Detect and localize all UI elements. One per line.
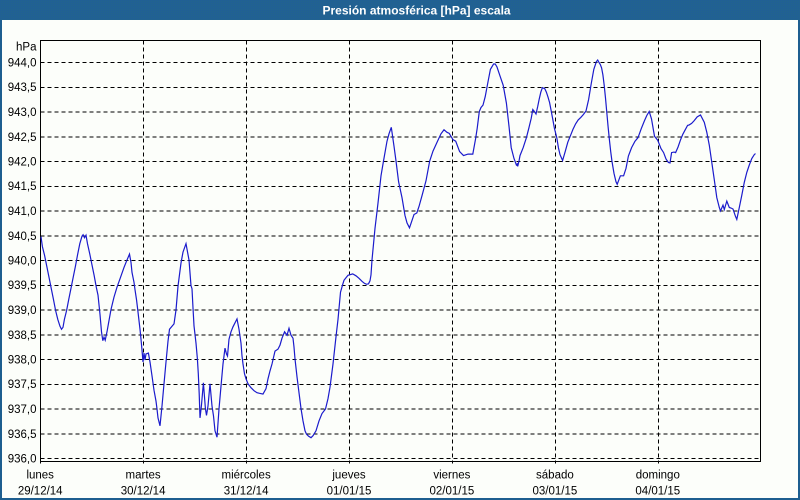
svg-text:jueves: jueves (331, 470, 365, 482)
svg-text:938,0: 938,0 (8, 355, 37, 367)
svg-text:02/01/15: 02/01/15 (430, 486, 475, 498)
svg-text:30/12/14: 30/12/14 (121, 486, 166, 498)
svg-text:941,0: 941,0 (8, 206, 37, 218)
svg-text:942,5: 942,5 (8, 132, 37, 144)
svg-text:944,0: 944,0 (8, 58, 37, 70)
svg-text:937,0: 937,0 (8, 404, 37, 416)
svg-text:miércoles: miércoles (221, 470, 270, 482)
svg-text:941,5: 941,5 (8, 181, 37, 193)
svg-text:sábado: sábado (536, 470, 574, 482)
svg-text:942,0: 942,0 (8, 157, 37, 169)
svg-text:hPa: hPa (16, 42, 37, 54)
svg-text:943,5: 943,5 (8, 82, 37, 94)
svg-text:03/01/15: 03/01/15 (533, 486, 578, 498)
svg-text:939,0: 939,0 (8, 305, 37, 317)
svg-text:936,5: 936,5 (8, 429, 37, 441)
svg-text:939,5: 939,5 (8, 280, 37, 292)
svg-text:04/01/15: 04/01/15 (635, 486, 680, 498)
svg-text:Presión atmosférica [hPa] esca: Presión atmosférica [hPa] escala (323, 4, 511, 18)
svg-text:937,5: 937,5 (8, 379, 37, 391)
svg-text:martes: martes (126, 470, 161, 482)
svg-text:943,0: 943,0 (8, 107, 37, 119)
svg-text:31/12/14: 31/12/14 (224, 486, 269, 498)
svg-text:29/12/14: 29/12/14 (18, 486, 63, 498)
svg-text:lunes: lunes (26, 470, 54, 482)
svg-text:viernes: viernes (433, 470, 470, 482)
svg-text:01/01/15: 01/01/15 (327, 486, 372, 498)
svg-text:940,0: 940,0 (8, 256, 37, 268)
svg-text:938,5: 938,5 (8, 330, 37, 342)
svg-text:940,5: 940,5 (8, 231, 37, 243)
svg-text:936,0: 936,0 (8, 454, 37, 466)
svg-text:domingo: domingo (636, 470, 680, 482)
